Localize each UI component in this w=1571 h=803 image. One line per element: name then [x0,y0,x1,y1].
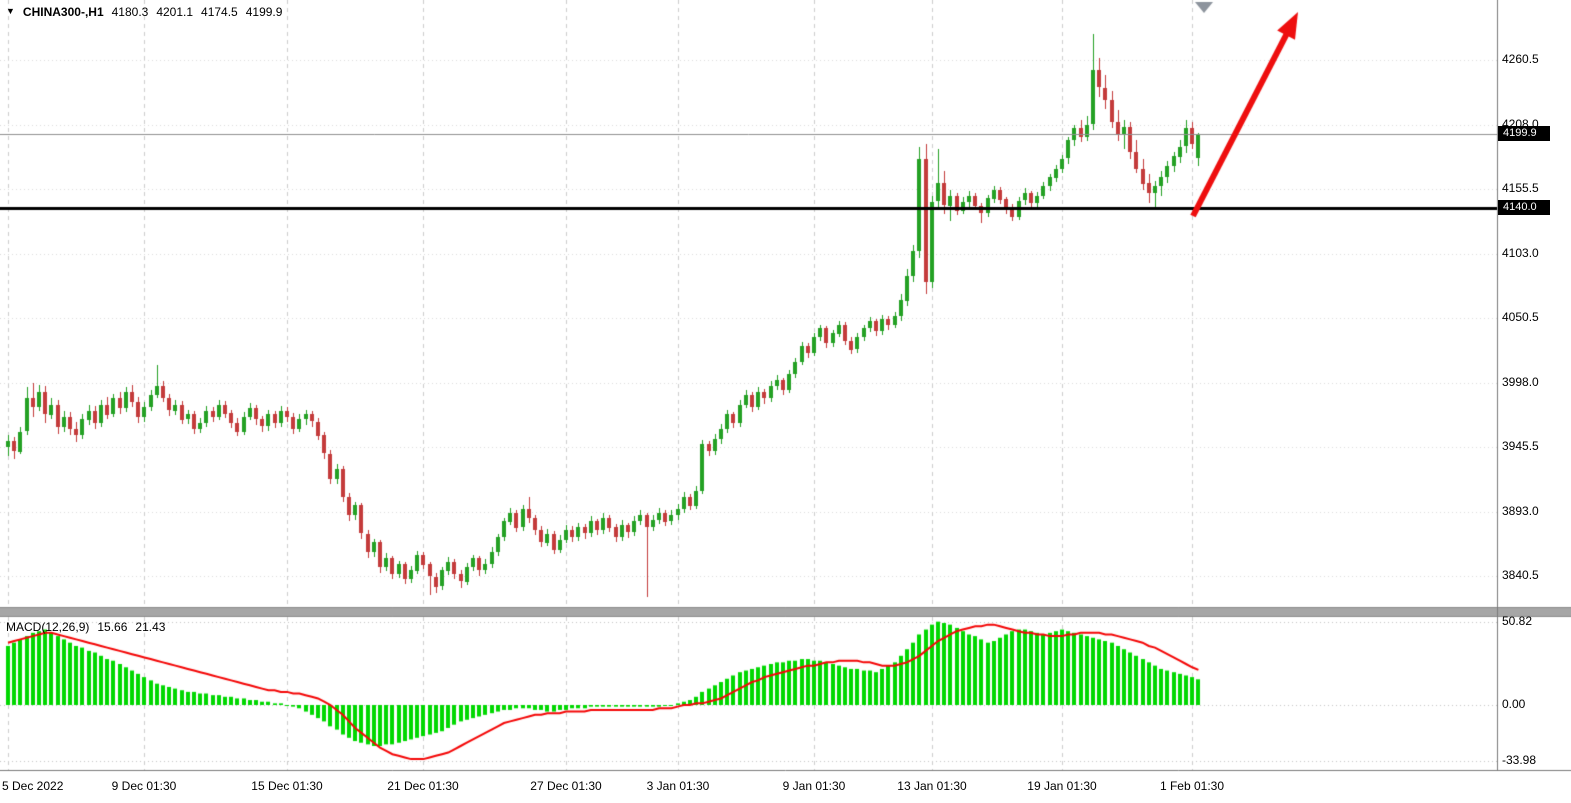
price-axis-label: 4103.0 [1502,246,1539,260]
time-axis-label: 21 Dec 01:30 [387,779,459,793]
price-axis-label: 4050.5 [1502,310,1539,324]
ohlc-low-value: 4174.5 [201,5,238,19]
macd-axis-label: 50.82 [1502,614,1533,628]
symbol-timeframe-label: CHINA300-,H1 [22,5,104,19]
price-axis-label: 3893.0 [1502,504,1539,518]
ohlc-close-value: 4199.9 [245,5,283,19]
symbol-dropdown-icon[interactable]: ▼ [6,6,15,16]
chart-header: ▼ CHINA300-,H1 4180.3 4201.1 4174.5 4199… [6,5,282,19]
current-price-badge: 4199.9 [1498,126,1550,141]
time-axis-label: 15 Dec 01:30 [251,779,323,793]
indicator-header: MACD(12,26,9) 15.66 21.43 [6,620,165,634]
indicator-signal-value: 21.43 [135,620,166,634]
time-axis-label: 9 Jan 01:30 [782,779,846,793]
macd-axis-label: -33.98 [1502,753,1537,767]
ohlc-high-value: 4201.1 [156,5,194,19]
time-axis-label: 13 Jan 01:30 [897,779,967,793]
price-axis-label: 3945.5 [1502,439,1539,453]
time-axis-label: 19 Jan 01:30 [1027,779,1097,793]
indicator-name-label: MACD(12,26,9) [6,620,90,634]
ohlc-open-value: 4180.3 [111,5,149,19]
time-axis-label: 3 Jan 01:30 [646,779,710,793]
hline-price-badge: 4140.0 [1498,200,1550,215]
price-axis-label: 3840.5 [1502,568,1539,582]
price-axis-label: 4260.5 [1502,52,1539,66]
macd-axis-label: 0.00 [1502,697,1526,711]
indicator-macd-value: 15.66 [97,620,128,634]
time-axis-label: 5 Dec 2022 [2,779,64,793]
price-axis-label: 3998.0 [1502,375,1539,389]
time-axis-label: 27 Dec 01:30 [530,779,602,793]
price-axis-label: 4155.5 [1502,181,1539,195]
time-axis-label: 1 Feb 01:30 [1159,779,1225,793]
time-axis-label: 9 Dec 01:30 [111,779,177,793]
